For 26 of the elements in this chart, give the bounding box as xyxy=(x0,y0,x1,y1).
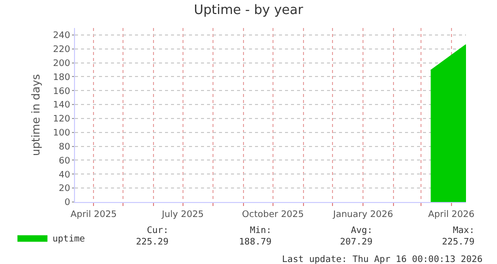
y-tick-label: 180 xyxy=(53,72,70,83)
x-tick-label: January 2026 xyxy=(332,210,394,220)
x-tick-label: July 2025 xyxy=(160,210,204,220)
y-tick-label: 120 xyxy=(53,114,70,125)
y-tick-label: 20 xyxy=(58,184,70,194)
y-tick-label: 140 xyxy=(53,100,70,111)
text: Avg: 207.29 xyxy=(340,226,373,248)
y-tick-label: 60 xyxy=(58,156,70,166)
y-tick-label: 40 xyxy=(58,170,70,180)
y-tick-label: 160 xyxy=(53,86,70,97)
x-tick-label: October 2025 xyxy=(242,210,304,220)
y-tick-label: 80 xyxy=(58,142,70,152)
y-tick-label: 100 xyxy=(53,128,70,139)
x-tick-label: April 2025 xyxy=(70,210,117,220)
text: Max: 225.79 xyxy=(442,226,475,248)
y-tick-label: 220 xyxy=(53,45,70,56)
y-axis-title: uptime in days xyxy=(30,74,43,156)
text: Min: 188.79 xyxy=(239,226,272,248)
text: Last update: Thu Apr 16 00:00:13 2026 xyxy=(282,255,482,264)
y-tick-label: 200 xyxy=(53,58,70,69)
text: Cur: 225.29 xyxy=(136,226,169,248)
y-tick-label: 240 xyxy=(53,31,70,42)
x-tick-label: April 2026 xyxy=(428,210,475,220)
chart-title: Uptime - by year xyxy=(194,3,304,18)
legend-label: uptime xyxy=(52,234,85,244)
y-tick-label: 0 xyxy=(64,198,70,208)
